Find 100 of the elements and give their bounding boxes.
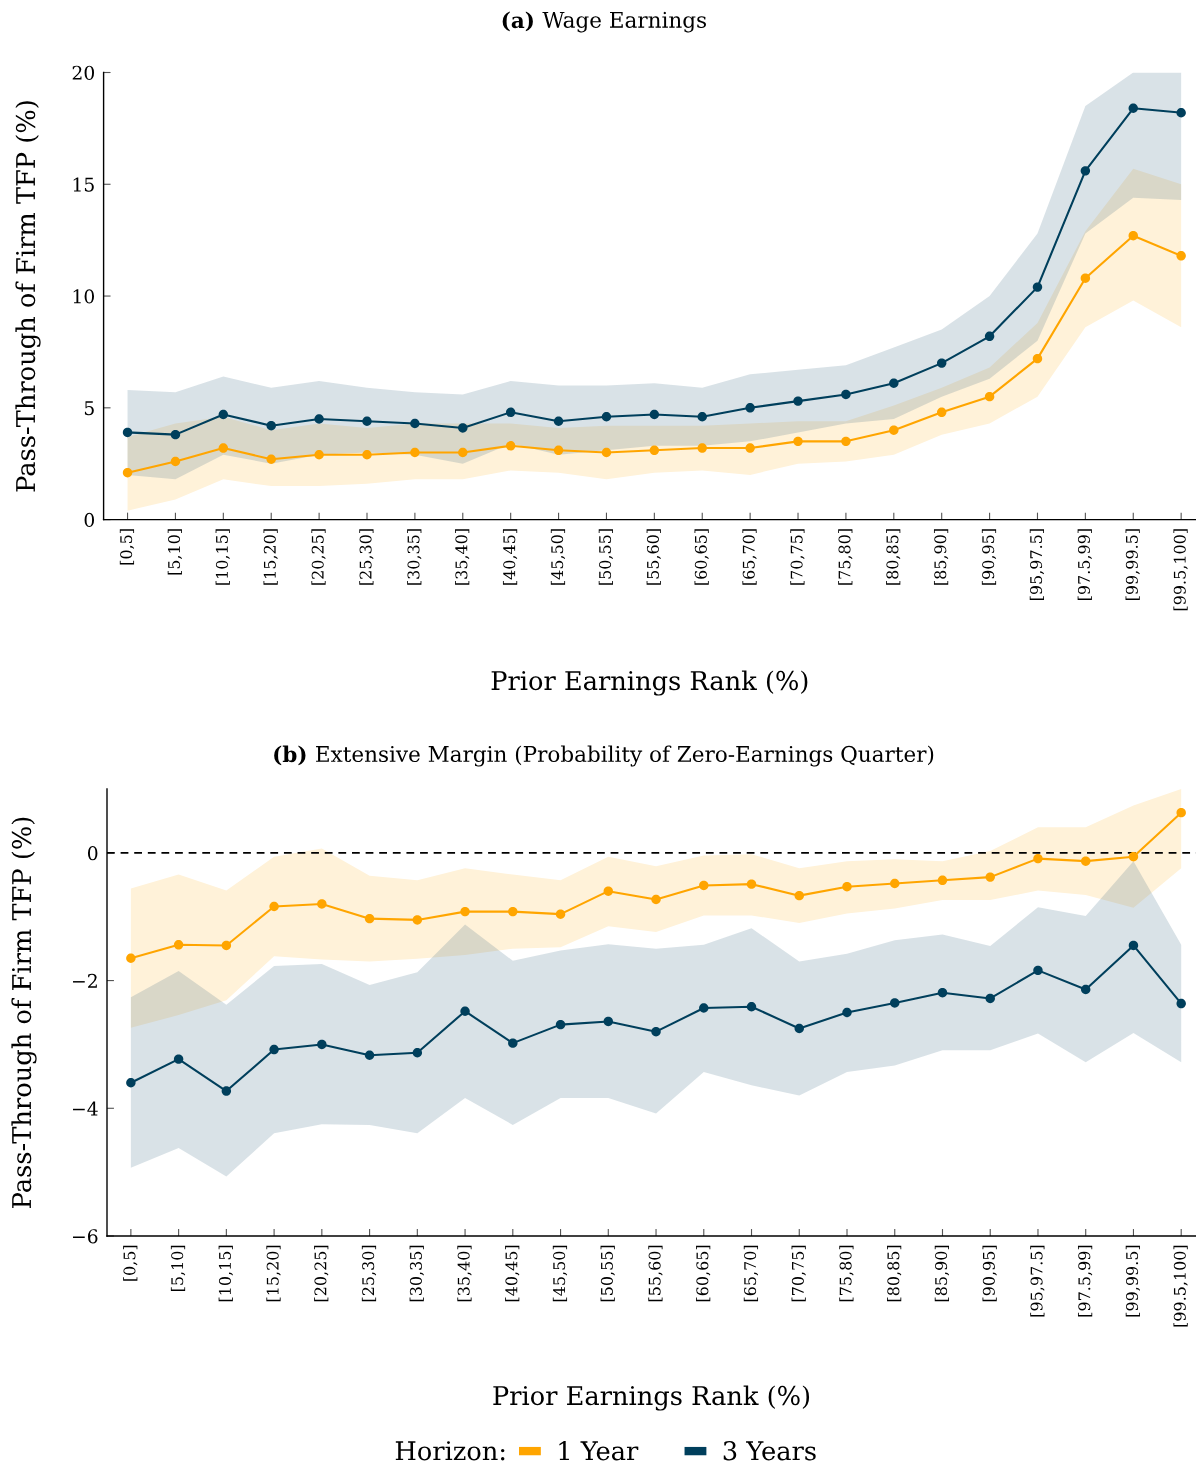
point (1176, 807, 1186, 818)
x-tick-label: [35,40] (455, 529, 470, 585)
point (936, 407, 947, 418)
point (794, 1023, 804, 1034)
point (937, 987, 948, 998)
point (126, 953, 136, 963)
point (364, 1050, 375, 1061)
point (412, 1048, 423, 1058)
point (1080, 166, 1091, 176)
point (412, 915, 423, 925)
point (553, 445, 564, 456)
y-tick-label: 15 (73, 177, 94, 192)
point (314, 414, 324, 424)
point (362, 416, 372, 426)
chart-title: (b) Extensive Margin (Probability of Zero-Earnings Quarter) (274, 745, 934, 767)
point (697, 443, 707, 453)
x-tick-label: [5,10] (170, 1245, 186, 1291)
x-tick-label: [10,15] (218, 1245, 233, 1302)
x-tick-label: [5,10] (167, 529, 183, 575)
point (1080, 984, 1091, 995)
point (555, 909, 566, 919)
x-axis-title: Prior Earnings Rank (%) (491, 670, 808, 696)
x-tick-label: [20,25] (314, 1245, 329, 1302)
point (984, 391, 995, 402)
x-tick-label: [99.5,100] (1173, 529, 1188, 611)
x-axis-title: Prior Earnings Rank (%) (493, 1385, 810, 1411)
point (890, 998, 900, 1008)
point (170, 429, 181, 440)
point (126, 1078, 136, 1088)
x-tick-label: [25,30] (361, 1245, 377, 1302)
point (699, 1003, 709, 1013)
x-tick-label: [65,70] (742, 529, 757, 585)
point (266, 454, 276, 464)
point (218, 443, 229, 453)
point (1033, 853, 1043, 864)
x-tick-label: [35,40] (457, 1245, 472, 1302)
y-tick-label: −2 (73, 973, 97, 988)
legend-title: Horizon: (395, 1441, 505, 1461)
point (889, 425, 899, 435)
point (601, 447, 612, 458)
point (936, 358, 947, 368)
point (889, 378, 899, 388)
point (218, 409, 229, 420)
x-tick-label: [30,35] (407, 529, 422, 585)
point (505, 441, 516, 451)
point (505, 407, 516, 418)
point (1176, 251, 1186, 261)
x-tick-label: [55,60] (648, 1245, 663, 1302)
point (266, 420, 276, 431)
point (314, 450, 324, 460)
point (458, 423, 468, 433)
legend-label: 3 Years (723, 1441, 816, 1461)
x-tick-label: [50,55] (600, 1245, 615, 1302)
point (555, 1019, 566, 1030)
x-tick-label: [97.5,99] (1077, 529, 1092, 600)
point (508, 906, 518, 917)
x-tick-label: [15,20] (266, 1245, 281, 1302)
point (1080, 856, 1091, 866)
point (269, 901, 279, 912)
x-tick-label: [20,25] (311, 529, 326, 585)
point (746, 1002, 757, 1012)
point (221, 940, 232, 951)
chart-title: (a) Wage Earnings (502, 11, 706, 33)
point (842, 881, 852, 892)
y-axis-title: Pass-Through of Firm TFP (%) (11, 817, 37, 1208)
x-tick-label: [75,80] (838, 529, 853, 585)
point (1176, 998, 1186, 1009)
point (221, 1086, 232, 1096)
point (553, 416, 564, 426)
x-tick-label: [75,80] (839, 1245, 854, 1302)
x-tick-label: [70,75] (791, 1245, 806, 1302)
x-tick-label: [65,70] (743, 1245, 759, 1302)
x-tick-label: [70,75] (790, 529, 805, 585)
point (697, 412, 707, 422)
point (746, 879, 757, 889)
point (793, 396, 803, 406)
x-tick-label: [85,90] (934, 1245, 950, 1302)
point (1128, 851, 1139, 862)
point (122, 427, 133, 438)
point (601, 412, 612, 422)
point (173, 940, 184, 950)
point (460, 1006, 470, 1016)
point (842, 1007, 852, 1018)
y-tick-label: 20 (72, 65, 95, 80)
point (1032, 282, 1043, 292)
x-tick-label: [97.5,99] (1077, 1245, 1093, 1317)
point (1128, 103, 1138, 113)
x-tick-label: [45,50] (550, 529, 566, 585)
point (410, 447, 420, 458)
point (122, 467, 133, 478)
x-tick-label: [15,20] (263, 529, 278, 585)
x-tick-label: [55,60] (646, 529, 661, 585)
point (1176, 108, 1186, 118)
point (1032, 353, 1043, 364)
point (984, 331, 995, 342)
x-tick-label: [60,65] (696, 1245, 711, 1302)
y-tick-label: 10 (73, 289, 95, 304)
point (651, 1026, 661, 1037)
point (649, 445, 660, 456)
point (699, 880, 709, 891)
